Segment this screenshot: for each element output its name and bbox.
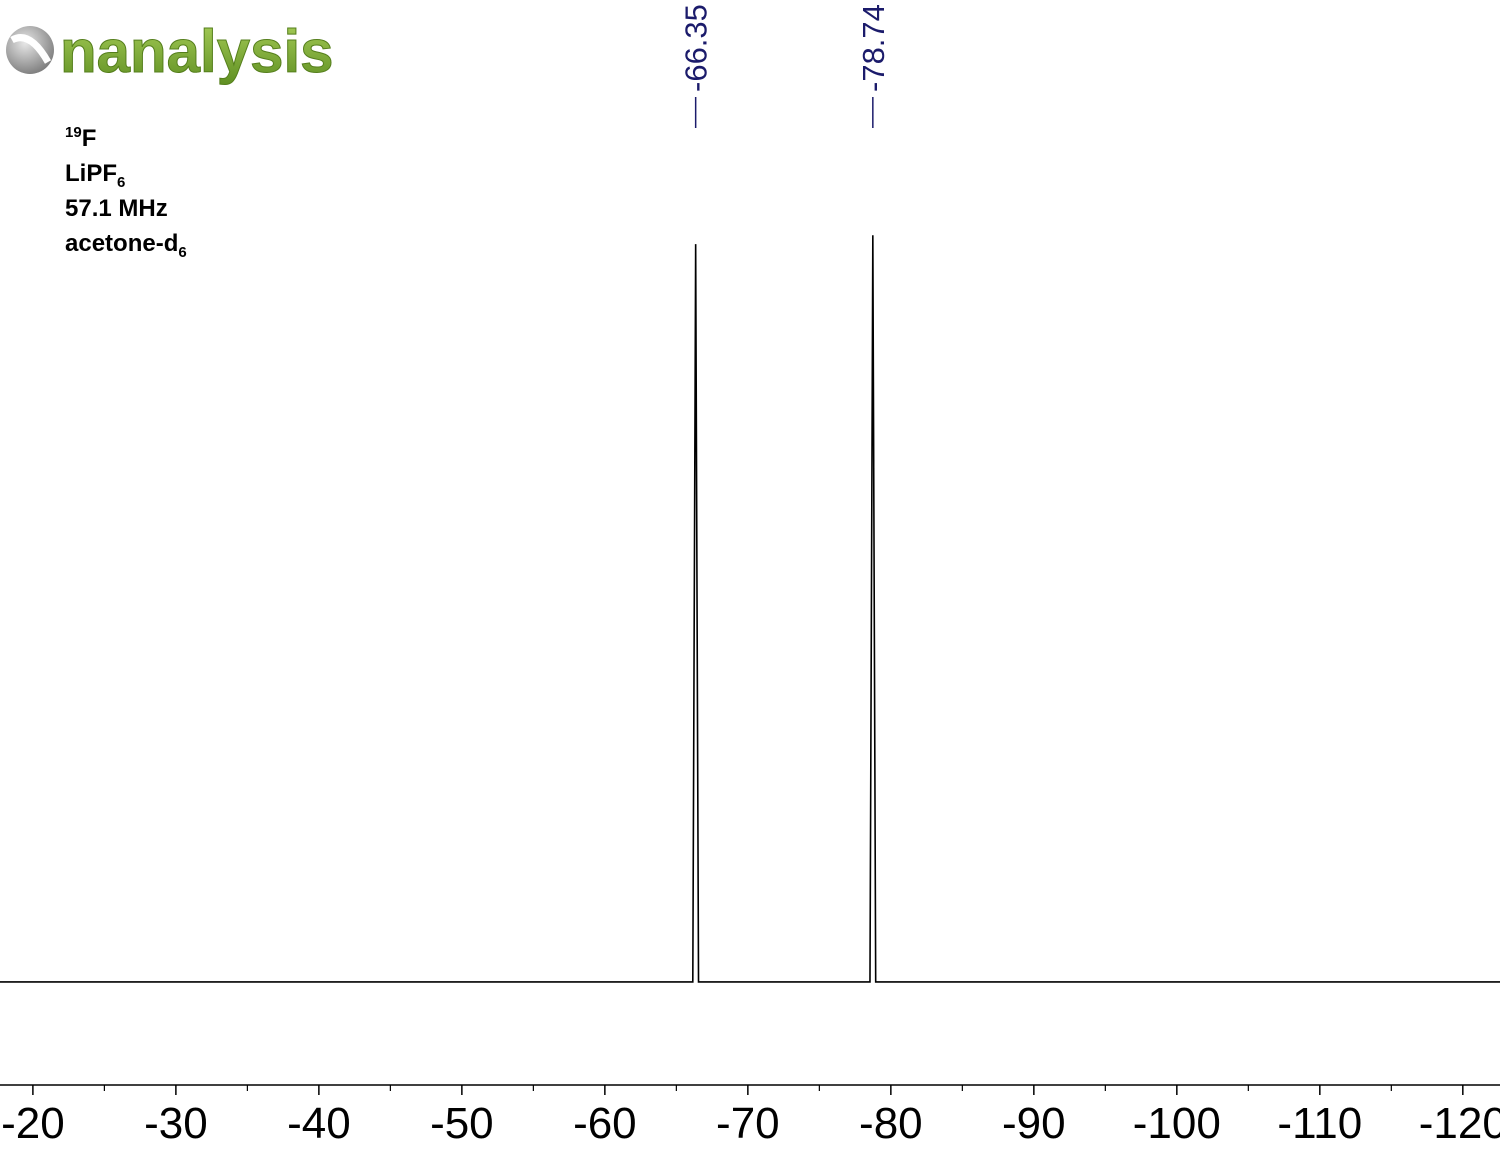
spectrum-line [0, 235, 1500, 983]
annotation-sub: 6 [178, 244, 186, 261]
x-tick-label: -50 [430, 1099, 494, 1148]
x-tick-label: -120 [1419, 1099, 1500, 1148]
annotation: acetone-d6 [65, 230, 187, 261]
logo-swoosh [10, 34, 52, 64]
peak-label: -66.35 [679, 4, 714, 92]
x-tick-label: -60 [573, 1099, 637, 1148]
x-tick-label: -90 [1002, 1099, 1066, 1148]
peak-label: -78.74 [856, 4, 891, 92]
annotation-sub: 6 [117, 174, 125, 191]
logo: nanalysis [6, 18, 334, 86]
annotation-text: 57.1 MHz [65, 195, 168, 222]
logo-icon [6, 26, 54, 74]
x-tick-label: -100 [1133, 1099, 1221, 1148]
x-tick-label: -30 [144, 1099, 208, 1148]
x-tick-label: -110 [1277, 1099, 1362, 1148]
annotation: 19F [65, 124, 96, 152]
x-tick-label: -20 [1, 1099, 65, 1148]
x-tick-label: -70 [716, 1099, 780, 1148]
x-tick-label: -80 [859, 1099, 923, 1148]
annotation-text: acetone-d [65, 230, 178, 257]
x-tick-label: -40 [287, 1099, 351, 1148]
annotation: 57.1 MHz [65, 195, 168, 222]
annotation: LiPF6 [65, 160, 125, 191]
logo-text: nanalysis [60, 18, 334, 85]
annotation-text: LiPF [65, 160, 117, 187]
annotation-sup: 19 [65, 124, 82, 141]
annotation-text: F [82, 125, 97, 152]
